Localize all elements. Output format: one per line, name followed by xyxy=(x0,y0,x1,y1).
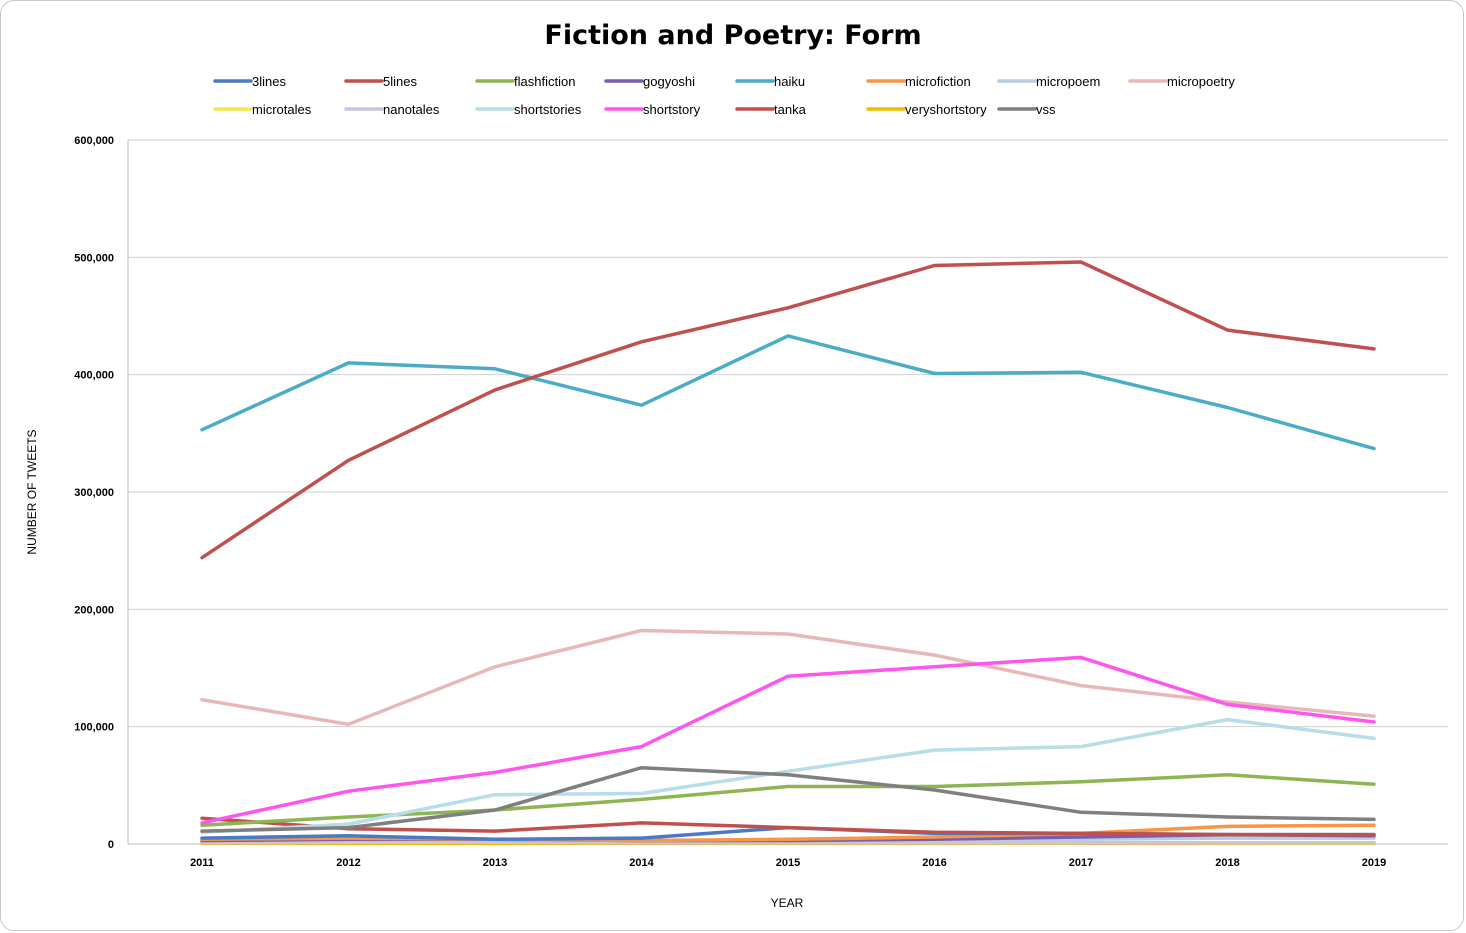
gridlines xyxy=(127,139,1448,845)
legend-item-5lines: 5lines xyxy=(344,74,417,89)
y-axis-ticks: 0 100,000 200,000 300,000 400,000 500,000 600,… xyxy=(74,135,114,851)
legend-label: micropoetry xyxy=(1167,74,1235,89)
y-axis-title: NUMBER OF TWEETS xyxy=(25,429,39,554)
legend-label: shortstory xyxy=(643,102,701,117)
legend-label: veryshortstory xyxy=(905,102,987,117)
y-tick-label: 300,000 xyxy=(74,487,114,499)
legend-label: nanotales xyxy=(383,102,440,117)
legend-item-tanka: tanka xyxy=(735,102,807,117)
x-axis-title: YEAR xyxy=(771,896,804,910)
legend-item-haiku: haiku xyxy=(735,74,805,89)
legend-item-shortstories: shortstories xyxy=(475,102,582,117)
series-line-nanotales xyxy=(200,840,1376,845)
x-tick-label: 2012 xyxy=(336,857,360,869)
series-line-shortstories xyxy=(200,717,1376,835)
legend-label: microtales xyxy=(252,102,312,117)
legend-item-vss: vss xyxy=(997,102,1056,117)
legend-item-veryshortstory: veryshortstory xyxy=(866,102,987,117)
legend-item-microtales: microtales xyxy=(213,102,312,117)
y-tick-label: 600,000 xyxy=(74,135,114,147)
chart-title: Fiction and Poetry: Form xyxy=(544,20,921,51)
legend-label: 3lines xyxy=(252,74,286,89)
x-tick-label: 2014 xyxy=(629,857,654,869)
legend-item-3lines: 3lines xyxy=(213,74,286,89)
legend-item-shortstory: shortstory xyxy=(604,102,701,117)
legend-item-microfiction: microfiction xyxy=(866,74,971,89)
legend-label: microfiction xyxy=(905,74,971,89)
series-line-haiku xyxy=(200,334,1376,451)
series-line-shortstory xyxy=(200,655,1376,825)
legend-label: micropoem xyxy=(1036,74,1100,89)
x-axis-ticks: 2011 2012 2013 2014 2015 2016 2017 2018 2019 xyxy=(190,857,1386,869)
legend-label: shortstories xyxy=(514,102,582,117)
x-tick-label: 2016 xyxy=(922,857,946,869)
x-tick-label: 2013 xyxy=(483,857,507,869)
y-tick-label: 400,000 xyxy=(74,370,114,382)
legend-item-gogyoshi: gogyoshi xyxy=(604,74,695,89)
legend-label: tanka xyxy=(774,102,807,117)
series-line-5lines xyxy=(200,260,1376,560)
x-tick-label: 2017 xyxy=(1069,857,1093,869)
y-tick-label: 200,000 xyxy=(74,604,114,616)
y-tick-label: 0 xyxy=(108,839,114,851)
legend-item-micropoetry: micropoetry xyxy=(1128,74,1235,89)
legend-label: flashfiction xyxy=(514,74,575,89)
legend-label: gogyoshi xyxy=(643,74,695,89)
legend-item-flashfiction: flashfiction xyxy=(475,74,575,89)
legend-item-micropoem: micropoem xyxy=(997,74,1100,89)
legend-label: vss xyxy=(1036,102,1056,117)
series-line-tanka xyxy=(200,816,1376,837)
legend-label: 5lines xyxy=(383,74,417,89)
y-tick-label: 500,000 xyxy=(74,252,114,264)
legend: 3lines 5lines flashfiction gogyoshi haiku mic… xyxy=(213,74,1235,117)
x-tick-label: 2019 xyxy=(1362,857,1386,869)
x-tick-label: 2015 xyxy=(776,857,800,869)
series-line-micropoetry xyxy=(200,628,1376,727)
y-tick-label: 100,000 xyxy=(74,722,114,734)
legend-item-nanotales: nanotales xyxy=(344,102,440,117)
series-line-vss xyxy=(200,765,1376,833)
x-tick-label: 2011 xyxy=(190,857,214,869)
series-lines xyxy=(200,260,1376,846)
legend-label: haiku xyxy=(774,74,805,89)
x-tick-label: 2018 xyxy=(1215,857,1239,869)
